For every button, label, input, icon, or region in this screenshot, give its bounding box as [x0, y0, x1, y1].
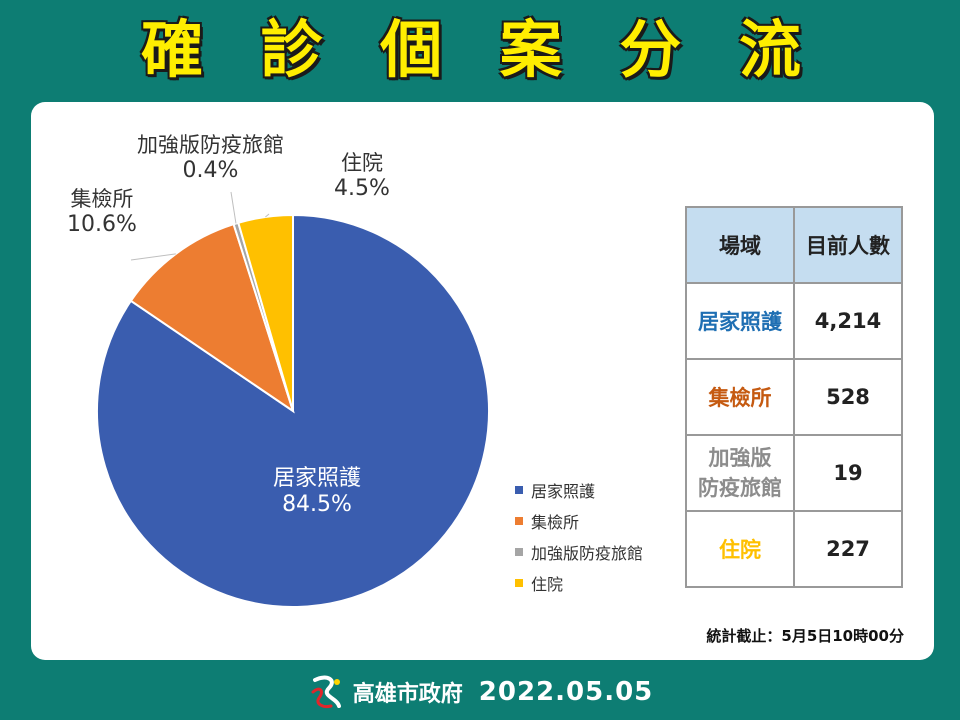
chart-legend: 居家照護 集檢所 加強版防疫旅館 住院: [515, 474, 643, 598]
leader-line-quarantine: [130, 253, 176, 261]
legend-item-hotel: 加強版防疫旅館: [515, 536, 643, 567]
table-cell-site: 居家照護: [685, 282, 795, 360]
page-title: 確 診 個 案 分 流: [141, 13, 819, 86]
pie-chart: [96, 191, 490, 608]
legend-label-hotel: 加強版防疫旅館: [531, 543, 644, 563]
legend-swatch-hospital: [515, 578, 523, 587]
slice-name-hospital: 住院: [340, 151, 383, 175]
chart-card: 居家照護 84.5% 集檢所 10.6% 加強版防疫旅館 0.4% 住院 4.5…: [31, 102, 934, 660]
table-row: 住院 227: [685, 510, 903, 588]
slice-label-quarantine: 集檢所 10.6%: [67, 186, 137, 238]
legend-swatch-home: [515, 485, 523, 494]
legend-swatch-hotel: [515, 547, 523, 556]
cutoff-note: 統計截止：5月5日10時00分: [706, 627, 904, 645]
table-row: 加強版 防疫旅館 19: [685, 434, 903, 512]
table-header-site: 場域: [685, 206, 795, 284]
legend-item-home: 居家照護: [515, 474, 643, 505]
slice-pct-hotel: 0.4%: [182, 158, 239, 183]
legend-item-quarantine: 集檢所: [515, 505, 643, 536]
slice-pct-hospital: 4.5%: [334, 176, 390, 201]
table-header-count: 目前人數: [793, 206, 903, 284]
legend-swatch-quarantine: [515, 516, 523, 525]
slice-label-hotel: 加強版防疫旅館 0.4%: [137, 132, 284, 184]
footer: 高雄市政府 2022.05.05: [0, 667, 960, 717]
footer-date: 2022.05.05: [478, 677, 654, 707]
leader-line-hotel: [230, 191, 237, 224]
slice-name-home: 居家照護: [273, 466, 362, 491]
slice-label-hospital: 住院 4.5%: [334, 150, 390, 202]
legend-label-hospital: 住院: [531, 574, 564, 594]
table-cell-count: 227: [793, 510, 903, 588]
slice-name-quarantine: 集檢所: [70, 187, 134, 211]
table-cell-site: 住院: [685, 510, 795, 588]
slice-label-home: 居家照護 84.5%: [273, 466, 361, 518]
table-header-row: 場域 目前人數: [685, 206, 903, 284]
slice-pct-quarantine: 10.6%: [67, 212, 137, 237]
count-table: 場域 目前人數 居家照護 4,214 集檢所 528 加強版 防疫旅館 19 住…: [685, 206, 903, 588]
table-row: 集檢所 528: [685, 358, 903, 436]
table-cell-count: 4,214: [793, 282, 903, 360]
legend-label-quarantine: 集檢所: [531, 512, 580, 532]
table-cell-site: 集檢所: [685, 358, 795, 436]
slice-pct-home: 84.5%: [282, 492, 352, 517]
legend-item-hospital: 住院: [515, 567, 643, 598]
slice-name-hotel: 加強版防疫旅館: [137, 133, 284, 157]
table-row: 居家照護 4,214: [685, 282, 903, 360]
table-cell-count: 528: [793, 358, 903, 436]
footer-org: 高雄市政府: [352, 682, 463, 707]
leader-line-hospital: [265, 213, 270, 218]
pie-slice-hospital: [237, 213, 294, 412]
table-cell-count: 19: [793, 434, 903, 512]
table-cell-site: 加強版 防疫旅館: [685, 434, 795, 512]
city-logo-icon: [311, 675, 341, 708]
legend-label-home: 居家照護: [531, 481, 596, 501]
